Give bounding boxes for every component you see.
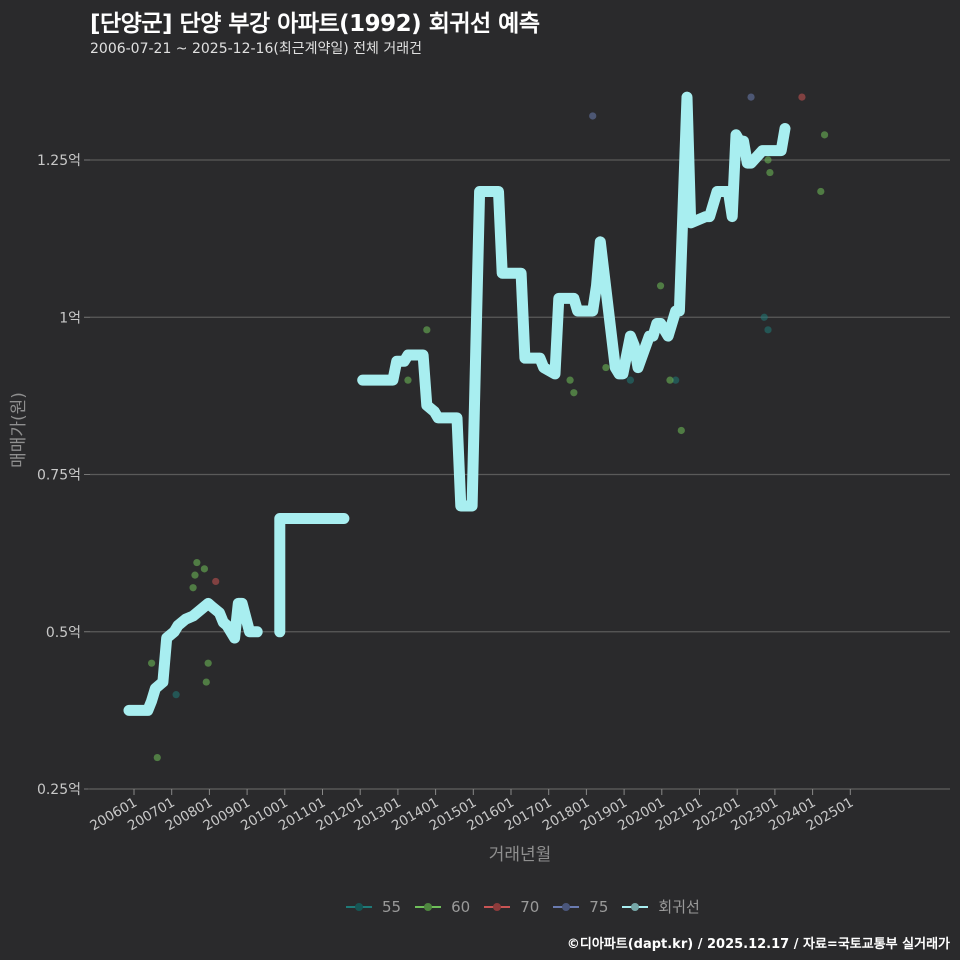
legend-label: 60 bbox=[451, 897, 471, 916]
legend-item-70: 70 bbox=[484, 898, 539, 916]
legend-item-55: 55 bbox=[346, 898, 401, 916]
scatter-point-60 bbox=[602, 363, 610, 372]
chart-subtitle: 2006-07-21 ~ 2025-12-16(최근계약일) 전체 거래건 bbox=[90, 41, 422, 57]
legend-key-icon bbox=[415, 900, 442, 914]
legend-key-icon bbox=[484, 900, 511, 914]
scatter-point-60 bbox=[677, 426, 685, 435]
scatter-point-60 bbox=[200, 565, 208, 573]
legend-label: 회귀선 bbox=[658, 898, 700, 916]
scatter-point-75 bbox=[747, 93, 755, 101]
legend-key-icon bbox=[346, 900, 372, 914]
scatter-point-55 bbox=[626, 376, 635, 384]
scatter-point-60 bbox=[153, 753, 161, 762]
scatter-point-55 bbox=[760, 313, 768, 321]
legend-key-icon bbox=[553, 900, 580, 914]
legend-item-60: 60 bbox=[415, 898, 470, 916]
legend-label: 55 bbox=[382, 897, 402, 916]
source-caption: ©디아파트(dapt.kr) / 2025.12.17 / 자료=국토교통부 실… bbox=[566, 937, 950, 952]
scatter-point-60 bbox=[404, 376, 412, 384]
x-axis: 2006012007012008012009012010012011012012… bbox=[87, 788, 950, 834]
scatter-point-55 bbox=[672, 376, 680, 384]
regression-line-path bbox=[357, 91, 791, 512]
scatter-point-60 bbox=[817, 187, 825, 196]
scatter-point-60 bbox=[193, 558, 201, 567]
legend-item-75: 75 bbox=[553, 898, 608, 916]
y-axis-ticks: 1.25억 1억 0.75억 0.5억 0.25억 bbox=[37, 153, 81, 798]
scatter-point-60 bbox=[423, 326, 431, 334]
legend-item-회귀선: 회귀선 bbox=[622, 896, 700, 917]
scatter-point-60 bbox=[764, 156, 772, 164]
legend-label: 75 bbox=[589, 897, 609, 916]
legend-label: 70 bbox=[520, 897, 540, 916]
y-tick-label: 0.75억 bbox=[37, 468, 81, 484]
scatter-point-75 bbox=[589, 112, 597, 120]
legend-key-icon bbox=[622, 900, 649, 914]
scatter-point-60 bbox=[191, 571, 199, 579]
scatter-point-55 bbox=[764, 326, 772, 334]
scatter-point-60 bbox=[766, 168, 774, 177]
regression-line-path bbox=[274, 513, 350, 638]
scatter-point-60 bbox=[202, 678, 210, 686]
scatter-point-60 bbox=[656, 282, 665, 290]
scatter-point-55 bbox=[172, 691, 180, 699]
scatter-point-70 bbox=[798, 93, 806, 101]
regression-line bbox=[123, 91, 791, 716]
scatter-point-60 bbox=[666, 376, 674, 384]
scatter-point-60 bbox=[570, 389, 578, 397]
y-tick-label: 0.5억 bbox=[46, 625, 81, 641]
y-tick-label: 1억 bbox=[59, 310, 81, 326]
y-tick-label: 1.25억 bbox=[37, 153, 81, 169]
y-axis-title: 매매가(원) bbox=[9, 392, 29, 468]
x-axis-title: 거래년월 bbox=[489, 845, 552, 865]
scatter-point-60 bbox=[204, 659, 212, 667]
scatter-point-60 bbox=[189, 584, 197, 592]
chart-title: [단양군] 단양 부강 아파트(1992) 회귀선 예측 bbox=[90, 11, 540, 37]
grid-lines bbox=[84, 159, 950, 790]
regression-line-path bbox=[123, 597, 263, 716]
legend: 55 60 70 75 회귀선 bbox=[346, 896, 714, 917]
scatter-points bbox=[148, 93, 829, 762]
scatter-point-70 bbox=[212, 577, 220, 586]
scatter-point-60 bbox=[148, 659, 156, 667]
scatter-point-60 bbox=[566, 376, 574, 384]
scatter-point-60 bbox=[820, 131, 829, 139]
y-tick-label: 0.25억 bbox=[37, 782, 81, 798]
